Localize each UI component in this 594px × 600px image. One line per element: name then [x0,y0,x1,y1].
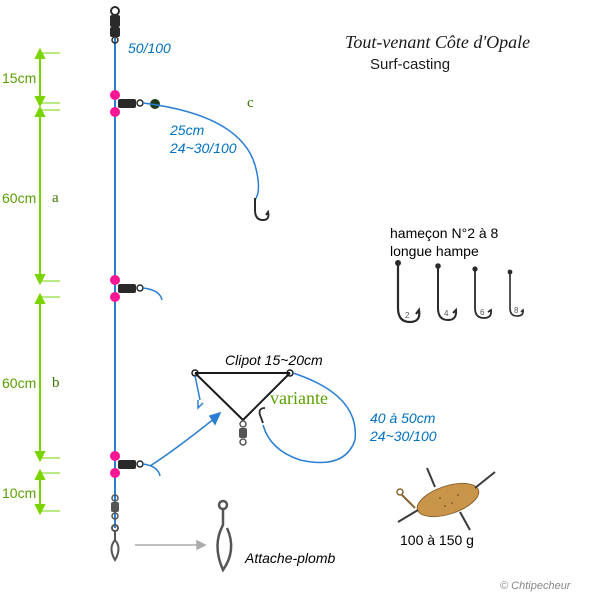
variante-arrow [150,413,220,466]
bottom-clip-icon [112,525,119,560]
clip-label: Attache-plomb [245,550,335,566]
hook-size-8: 8 [514,306,519,315]
letter-a: a [52,190,59,207]
top-swivel-icon [110,7,120,43]
dim-b: 60cm [2,375,36,391]
clip-arrow [135,541,205,549]
variante-label: variante [270,388,328,409]
sinker-icon [397,468,495,530]
hook-size-6: 6 [480,308,485,317]
junction-c [110,90,160,117]
hook-size-2: 2 [405,311,410,320]
hooks-label1: hameçon N°2 à 8 [390,225,498,241]
hook-c-icon [255,198,268,220]
variante-leader-length: 40 à 50cm [370,410,435,426]
mainline-label: 50/100 [128,40,171,56]
dim-top: 15cm [2,70,36,86]
attache-plomb-icon [218,501,232,570]
leader-c-length: 25cm [170,122,204,138]
letter-b: b [52,375,60,392]
dim-a: 60cm [2,190,36,206]
dimension-arrows [36,50,60,513]
sinker-label: 100 à 150 g [400,532,474,548]
variante-leader-dia: 24~30/100 [370,428,437,444]
dim-bottom: 10cm [2,485,36,501]
rig-diagram: 2 4 6 8 [0,0,594,600]
hook-row [396,261,524,323]
copyright-label: © Chtipecheur [500,580,570,592]
hook-size-4: 4 [444,309,449,318]
clipot-label: Clipot 15~20cm [225,352,323,368]
hooks-label2: longue hampe [390,243,479,259]
letter-c: c [247,95,254,112]
leader-c-dia: 24~30/100 [170,140,237,156]
